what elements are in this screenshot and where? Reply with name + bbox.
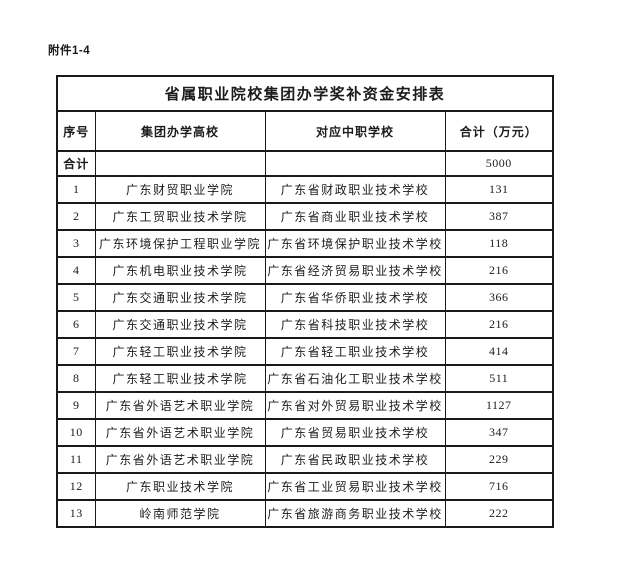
row-school: 广东省环境保护职业技术学校	[264, 229, 446, 258]
row-seq: 12	[56, 472, 96, 501]
row-school: 广东省旅游商务职业技术学校	[264, 499, 446, 528]
table-row: 7 广东轻工职业技术学院 广东省轻工职业技术学校 414	[56, 337, 554, 366]
summary-college-cell	[94, 150, 266, 177]
table-row: 3 广东环境保护工程职业学院 广东省环境保护职业技术学校 118	[56, 229, 554, 258]
row-seq: 9	[56, 391, 96, 420]
row-school: 广东省财政职业技术学校	[264, 175, 446, 204]
row-total: 366	[444, 283, 554, 312]
row-school: 广东省科技职业技术学校	[264, 310, 446, 339]
row-total: 511	[444, 364, 554, 393]
table-row: 13 岭南师范学院 广东省旅游商务职业技术学校 222	[56, 499, 554, 528]
row-seq: 3	[56, 229, 96, 258]
row-college: 广东财贸职业学院	[94, 175, 266, 204]
row-school: 广东省商业职业技术学校	[264, 202, 446, 231]
summary-row: 合计 5000	[56, 150, 554, 177]
row-college: 广东交通职业技术学院	[94, 310, 266, 339]
row-school: 广东省轻工职业技术学校	[264, 337, 446, 366]
row-school: 广东省贸易职业技术学校	[264, 418, 446, 447]
col-header-school: 对应中职学校	[264, 110, 446, 152]
row-college: 广东环境保护工程职业学院	[94, 229, 266, 258]
table-title: 省属职业院校集团办学奖补资金安排表	[56, 75, 554, 112]
row-school: 广东省工业贸易职业技术学校	[264, 472, 446, 501]
table-row: 2 广东工贸职业技术学院 广东省商业职业技术学校 387	[56, 202, 554, 231]
table-row: 6 广东交通职业技术学院 广东省科技职业技术学校 216	[56, 310, 554, 339]
table-row: 8 广东轻工职业技术学院 广东省石油化工职业技术学校 511	[56, 364, 554, 393]
col-header-total: 合计（万元）	[444, 110, 554, 152]
row-school: 广东省华侨职业技术学校	[264, 283, 446, 312]
row-total: 347	[444, 418, 554, 447]
col-header-seq: 序号	[56, 110, 96, 152]
row-seq: 2	[56, 202, 96, 231]
row-college: 广东机电职业技术学院	[94, 256, 266, 285]
row-college: 广东工贸职业技术学院	[94, 202, 266, 231]
summary-label: 合计	[56, 150, 96, 177]
table-row: 11 广东省外语艺术职业学院 广东省民政职业技术学校 229	[56, 445, 554, 474]
row-school: 广东省经济贸易职业技术学校	[264, 256, 446, 285]
row-college: 广东轻工职业技术学院	[94, 337, 266, 366]
subsidy-table: 省属职业院校集团办学奖补资金安排表 序号 集团办学高校 对应中职学校 合计（万元…	[56, 75, 555, 528]
row-college: 广东职业技术学院	[94, 472, 266, 501]
table-title-row: 省属职业院校集团办学奖补资金安排表	[56, 75, 554, 112]
row-college: 岭南师范学院	[94, 499, 266, 528]
row-school: 广东省民政职业技术学校	[264, 445, 446, 474]
table-row: 12 广东职业技术学院 广东省工业贸易职业技术学校 716	[56, 472, 554, 501]
table-row: 5 广东交通职业技术学院 广东省华侨职业技术学校 366	[56, 283, 554, 312]
row-seq: 13	[56, 499, 96, 528]
table-header-row: 序号 集团办学高校 对应中职学校 合计（万元）	[56, 110, 554, 152]
row-seq: 4	[56, 256, 96, 285]
row-college: 广东轻工职业技术学院	[94, 364, 266, 393]
row-school: 广东省对外贸易职业技术学校	[264, 391, 446, 420]
row-total: 414	[444, 337, 554, 366]
row-college: 广东交通职业技术学院	[94, 283, 266, 312]
row-seq: 10	[56, 418, 96, 447]
row-seq: 7	[56, 337, 96, 366]
row-seq: 6	[56, 310, 96, 339]
row-total: 229	[444, 445, 554, 474]
table-row: 9 广东省外语艺术职业学院 广东省对外贸易职业技术学校 1127	[56, 391, 554, 420]
attachment-label: 附件1-4	[48, 45, 91, 57]
table-row: 4 广东机电职业技术学院 广东省经济贸易职业技术学校 216	[56, 256, 554, 285]
table-row: 10 广东省外语艺术职业学院 广东省贸易职业技术学校 347	[56, 418, 554, 447]
row-school: 广东省石油化工职业技术学校	[264, 364, 446, 393]
row-seq: 1	[56, 175, 96, 204]
summary-school-cell	[264, 150, 446, 177]
row-college: 广东省外语艺术职业学院	[94, 445, 266, 474]
row-college: 广东省外语艺术职业学院	[94, 391, 266, 420]
row-total: 1127	[444, 391, 554, 420]
row-college: 广东省外语艺术职业学院	[94, 418, 266, 447]
row-seq: 5	[56, 283, 96, 312]
row-seq: 11	[56, 445, 96, 474]
row-total: 131	[444, 175, 554, 204]
row-seq: 8	[56, 364, 96, 393]
row-total: 387	[444, 202, 554, 231]
row-total: 118	[444, 229, 554, 258]
row-total: 216	[444, 310, 554, 339]
col-header-college: 集团办学高校	[94, 110, 266, 152]
row-total: 716	[444, 472, 554, 501]
summary-total: 5000	[444, 150, 554, 177]
row-total: 216	[444, 256, 554, 285]
table-row: 1 广东财贸职业学院 广东省财政职业技术学校 131	[56, 175, 554, 204]
row-total: 222	[444, 499, 554, 528]
